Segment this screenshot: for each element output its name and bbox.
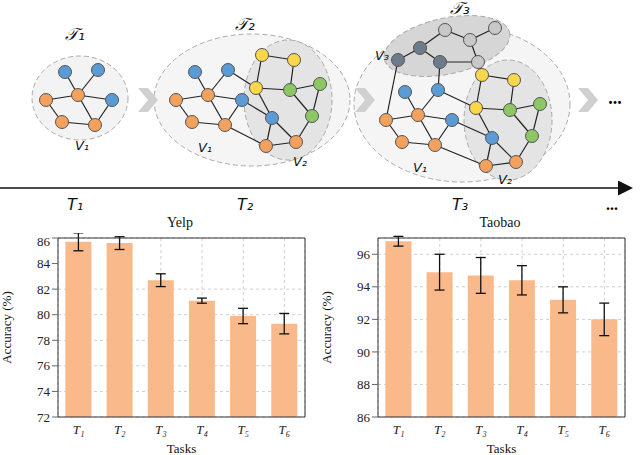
svg-text:V₂: V₂ [293, 154, 307, 169]
svg-text:90: 90 [357, 345, 370, 360]
html-text:Yelp: Yelp [167, 215, 193, 230]
svg-text:92: 92 [357, 312, 370, 327]
svg-text:V₃: V₃ [375, 48, 389, 63]
svg-text:T₅: T₅ [557, 422, 569, 437]
svg-text:78: 78 [37, 333, 50, 348]
svg-text:94: 94 [357, 279, 371, 294]
svg-text:Accuracy (%): Accuracy (%) [8, 291, 14, 364]
svg-text:V₁: V₁ [198, 140, 212, 155]
svg-text:...: ... [608, 88, 622, 108]
svg-text:Accuracy (%): Accuracy (%) [320, 291, 334, 364]
svg-text:Tasks: Tasks [167, 441, 196, 455]
svg-text:86: 86 [37, 234, 51, 249]
svg-text:T₃: T₃ [475, 422, 487, 437]
svg-text:Tasks: Tasks [487, 441, 516, 455]
svg-text:T₄: T₄ [516, 422, 528, 437]
svg-text:𝒯₁: 𝒯₁ [65, 24, 85, 44]
svg-text:V₁: V₁ [413, 160, 427, 175]
svg-text:82: 82 [37, 282, 50, 297]
svg-text:T₂: T₂ [237, 195, 254, 214]
svg-text:T₆: T₆ [599, 422, 611, 437]
svg-text:𝒯₃: 𝒯₃ [450, 0, 470, 18]
svg-text:T₁: T₁ [393, 422, 405, 437]
svg-text:84: 84 [37, 256, 51, 271]
svg-text:V₁: V₁ [75, 138, 89, 153]
svg-text:88: 88 [357, 377, 370, 392]
svg-text:74: 74 [37, 384, 51, 399]
svg-text:T₅: T₅ [237, 422, 249, 437]
svg-text:72: 72 [37, 410, 50, 425]
svg-text:T₂: T₂ [114, 422, 126, 437]
svg-text:V₂: V₂ [498, 172, 512, 187]
svg-text:T₃: T₃ [452, 195, 468, 214]
svg-text:76: 76 [37, 358, 51, 373]
svg-text:T₃: T₃ [155, 422, 167, 437]
svg-text:96: 96 [357, 247, 371, 262]
svg-text:T₄: T₄ [196, 422, 208, 437]
svg-text:...: ... [606, 196, 618, 213]
svg-text:T₁: T₁ [73, 422, 85, 437]
svg-text:80: 80 [37, 307, 50, 322]
svg-text:86: 86 [357, 410, 371, 425]
svg-text:T₆: T₆ [279, 422, 291, 437]
svg-text:T₂: T₂ [434, 422, 446, 437]
svg-text:T₁: T₁ [67, 195, 83, 214]
html-text:Taobao: Taobao [479, 215, 521, 230]
svg-text:𝒯₂: 𝒯₂ [235, 14, 255, 34]
